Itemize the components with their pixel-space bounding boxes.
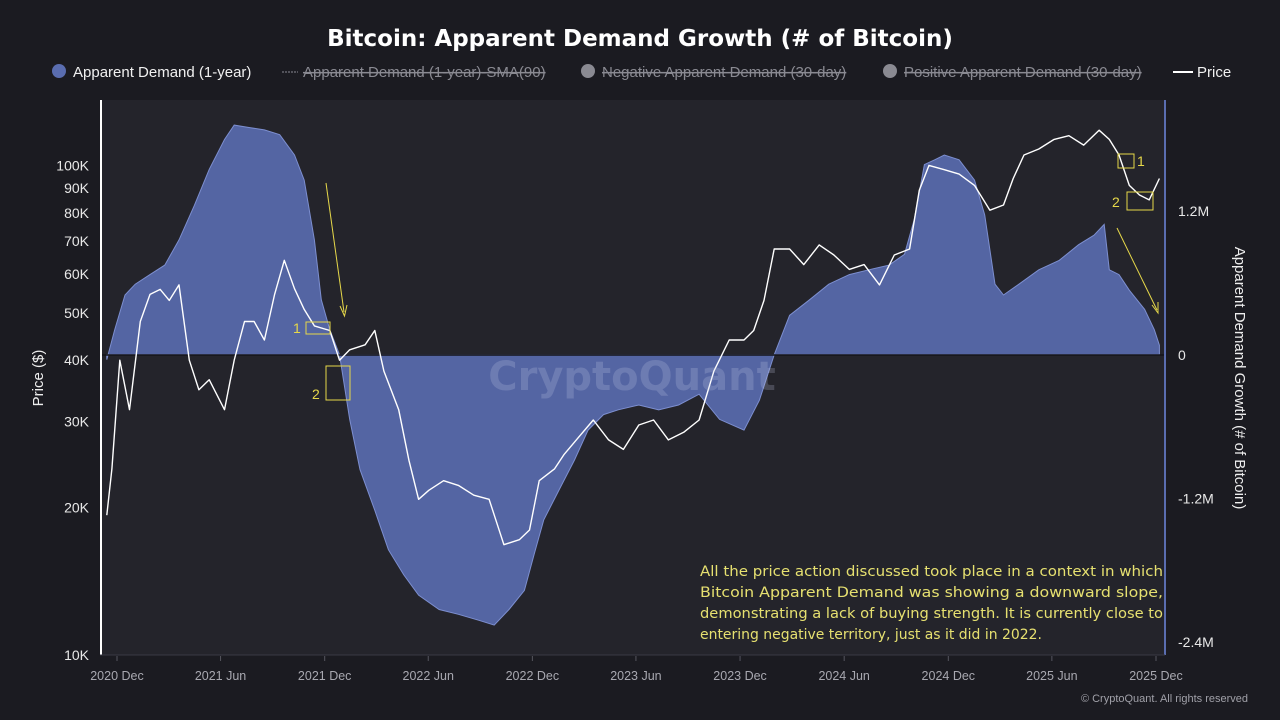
arrow-head-icon [339, 304, 348, 318]
left-axis-title: Price ($) [30, 350, 47, 407]
legend-label: Price [1197, 64, 1231, 81]
x-tick-label: 2022 Jun [403, 669, 454, 683]
axes-layer: 10K 20K 30K 40K 50K 60K 70K 80K 90K 100K 1.2M 0 -1.2… [56, 157, 1214, 683]
legend-label: Apparent Demand (1-year)-SMA(90) [303, 64, 546, 81]
right-axis-title: Apparent Demand Growth (# of Bitcoin) [1231, 247, 1248, 510]
legend-item-positive-demand[interactable]: Positive Apparent Demand (30-day) [883, 64, 1142, 81]
note-line: All the price action discussed took plac… [700, 564, 1163, 580]
price-layer [106, 129, 1161, 546]
arrow-2021 [325, 182, 345, 313]
annotations [305, 153, 1159, 401]
right-tick-label: 0 [1178, 347, 1186, 363]
right-tick-label: -1.2M [1178, 490, 1214, 506]
x-tick-label: 2021 Jun [195, 669, 246, 683]
price-line [106, 129, 1161, 546]
x-tick-label: 2020 Dec [90, 669, 144, 683]
legend-label: Apparent Demand (1-year) [73, 64, 251, 81]
annotation-label: 2 [312, 386, 320, 402]
x-tick-label: 2022 Dec [506, 669, 560, 683]
note-line: entering negative territory, just as it … [700, 627, 1042, 643]
left-tick-label: 20K [64, 500, 90, 516]
series-layer [106, 124, 1160, 626]
x-tick-label: 2024 Jun [818, 669, 869, 683]
annotation-label: 1 [1137, 153, 1145, 169]
chart-title: Bitcoin: Apparent Demand Growth (# of Bi… [327, 26, 953, 52]
watermark: CryptoQuant [488, 354, 775, 400]
left-tick-label: 40K [64, 352, 90, 368]
annotation-box-1-2021 [305, 321, 331, 335]
arrow-head-icon [1151, 302, 1159, 315]
x-tick-label: 2024 Dec [922, 669, 976, 683]
x-tick-label: 2021 Dec [298, 669, 352, 683]
demand-area [106, 124, 1160, 626]
left-tick-label: 90K [64, 180, 90, 196]
annotation-label: 2 [1112, 194, 1120, 210]
note-line: Bitcoin Apparent Demand was showing a do… [700, 585, 1163, 601]
annotation-box-1-2025 [1117, 153, 1135, 169]
left-tick-label: 80K [64, 205, 90, 221]
x-tick-label: 2023 Jun [610, 669, 661, 683]
annotation-label: 1 [293, 320, 301, 336]
annotation-note: All the price action discussed took plac… [700, 564, 1163, 643]
left-tick-label: 60K [64, 266, 90, 282]
x-tick-label: 2025 Jun [1026, 669, 1077, 683]
left-tick-label: 10K [64, 647, 90, 663]
arrow-2025 [1116, 227, 1158, 311]
x-tick-label: 2025 Dec [1129, 669, 1183, 683]
left-tick-label: 30K [64, 413, 90, 429]
legend-item-apparent-demand[interactable]: Apparent Demand (1-year) [52, 64, 251, 81]
annotation-box-2-2021 [325, 365, 351, 401]
legend-item-negative-demand[interactable]: Negative Apparent Demand (30-day) [581, 64, 846, 81]
left-tick-label: 50K [64, 305, 90, 321]
x-tick-label: 2023 Dec [713, 669, 767, 683]
left-tick-label: 70K [64, 233, 90, 249]
right-tick-label: 1.2M [1178, 203, 1209, 219]
legend-dot-icon [883, 64, 897, 78]
legend-dot-icon [52, 64, 66, 78]
left-tick-label: 100K [56, 157, 89, 173]
right-tick-label: -2.4M [1178, 634, 1214, 650]
legend-label: Positive Apparent Demand (30-day) [904, 64, 1142, 81]
copyright: © CryptoQuant. All rights reserved [1081, 693, 1248, 705]
legend: Apparent Demand (1-year) Apparent Demand… [52, 64, 1231, 81]
note-line: demonstrating a lack of buying strength.… [700, 606, 1163, 622]
legend-dot-icon [581, 64, 595, 78]
legend-item-sma[interactable]: Apparent Demand (1-year)-SMA(90) [282, 64, 546, 81]
legend-label: Negative Apparent Demand (30-day) [602, 64, 846, 81]
legend-item-price[interactable]: Price [1173, 64, 1231, 81]
annotation-box-2-2025 [1126, 191, 1154, 211]
